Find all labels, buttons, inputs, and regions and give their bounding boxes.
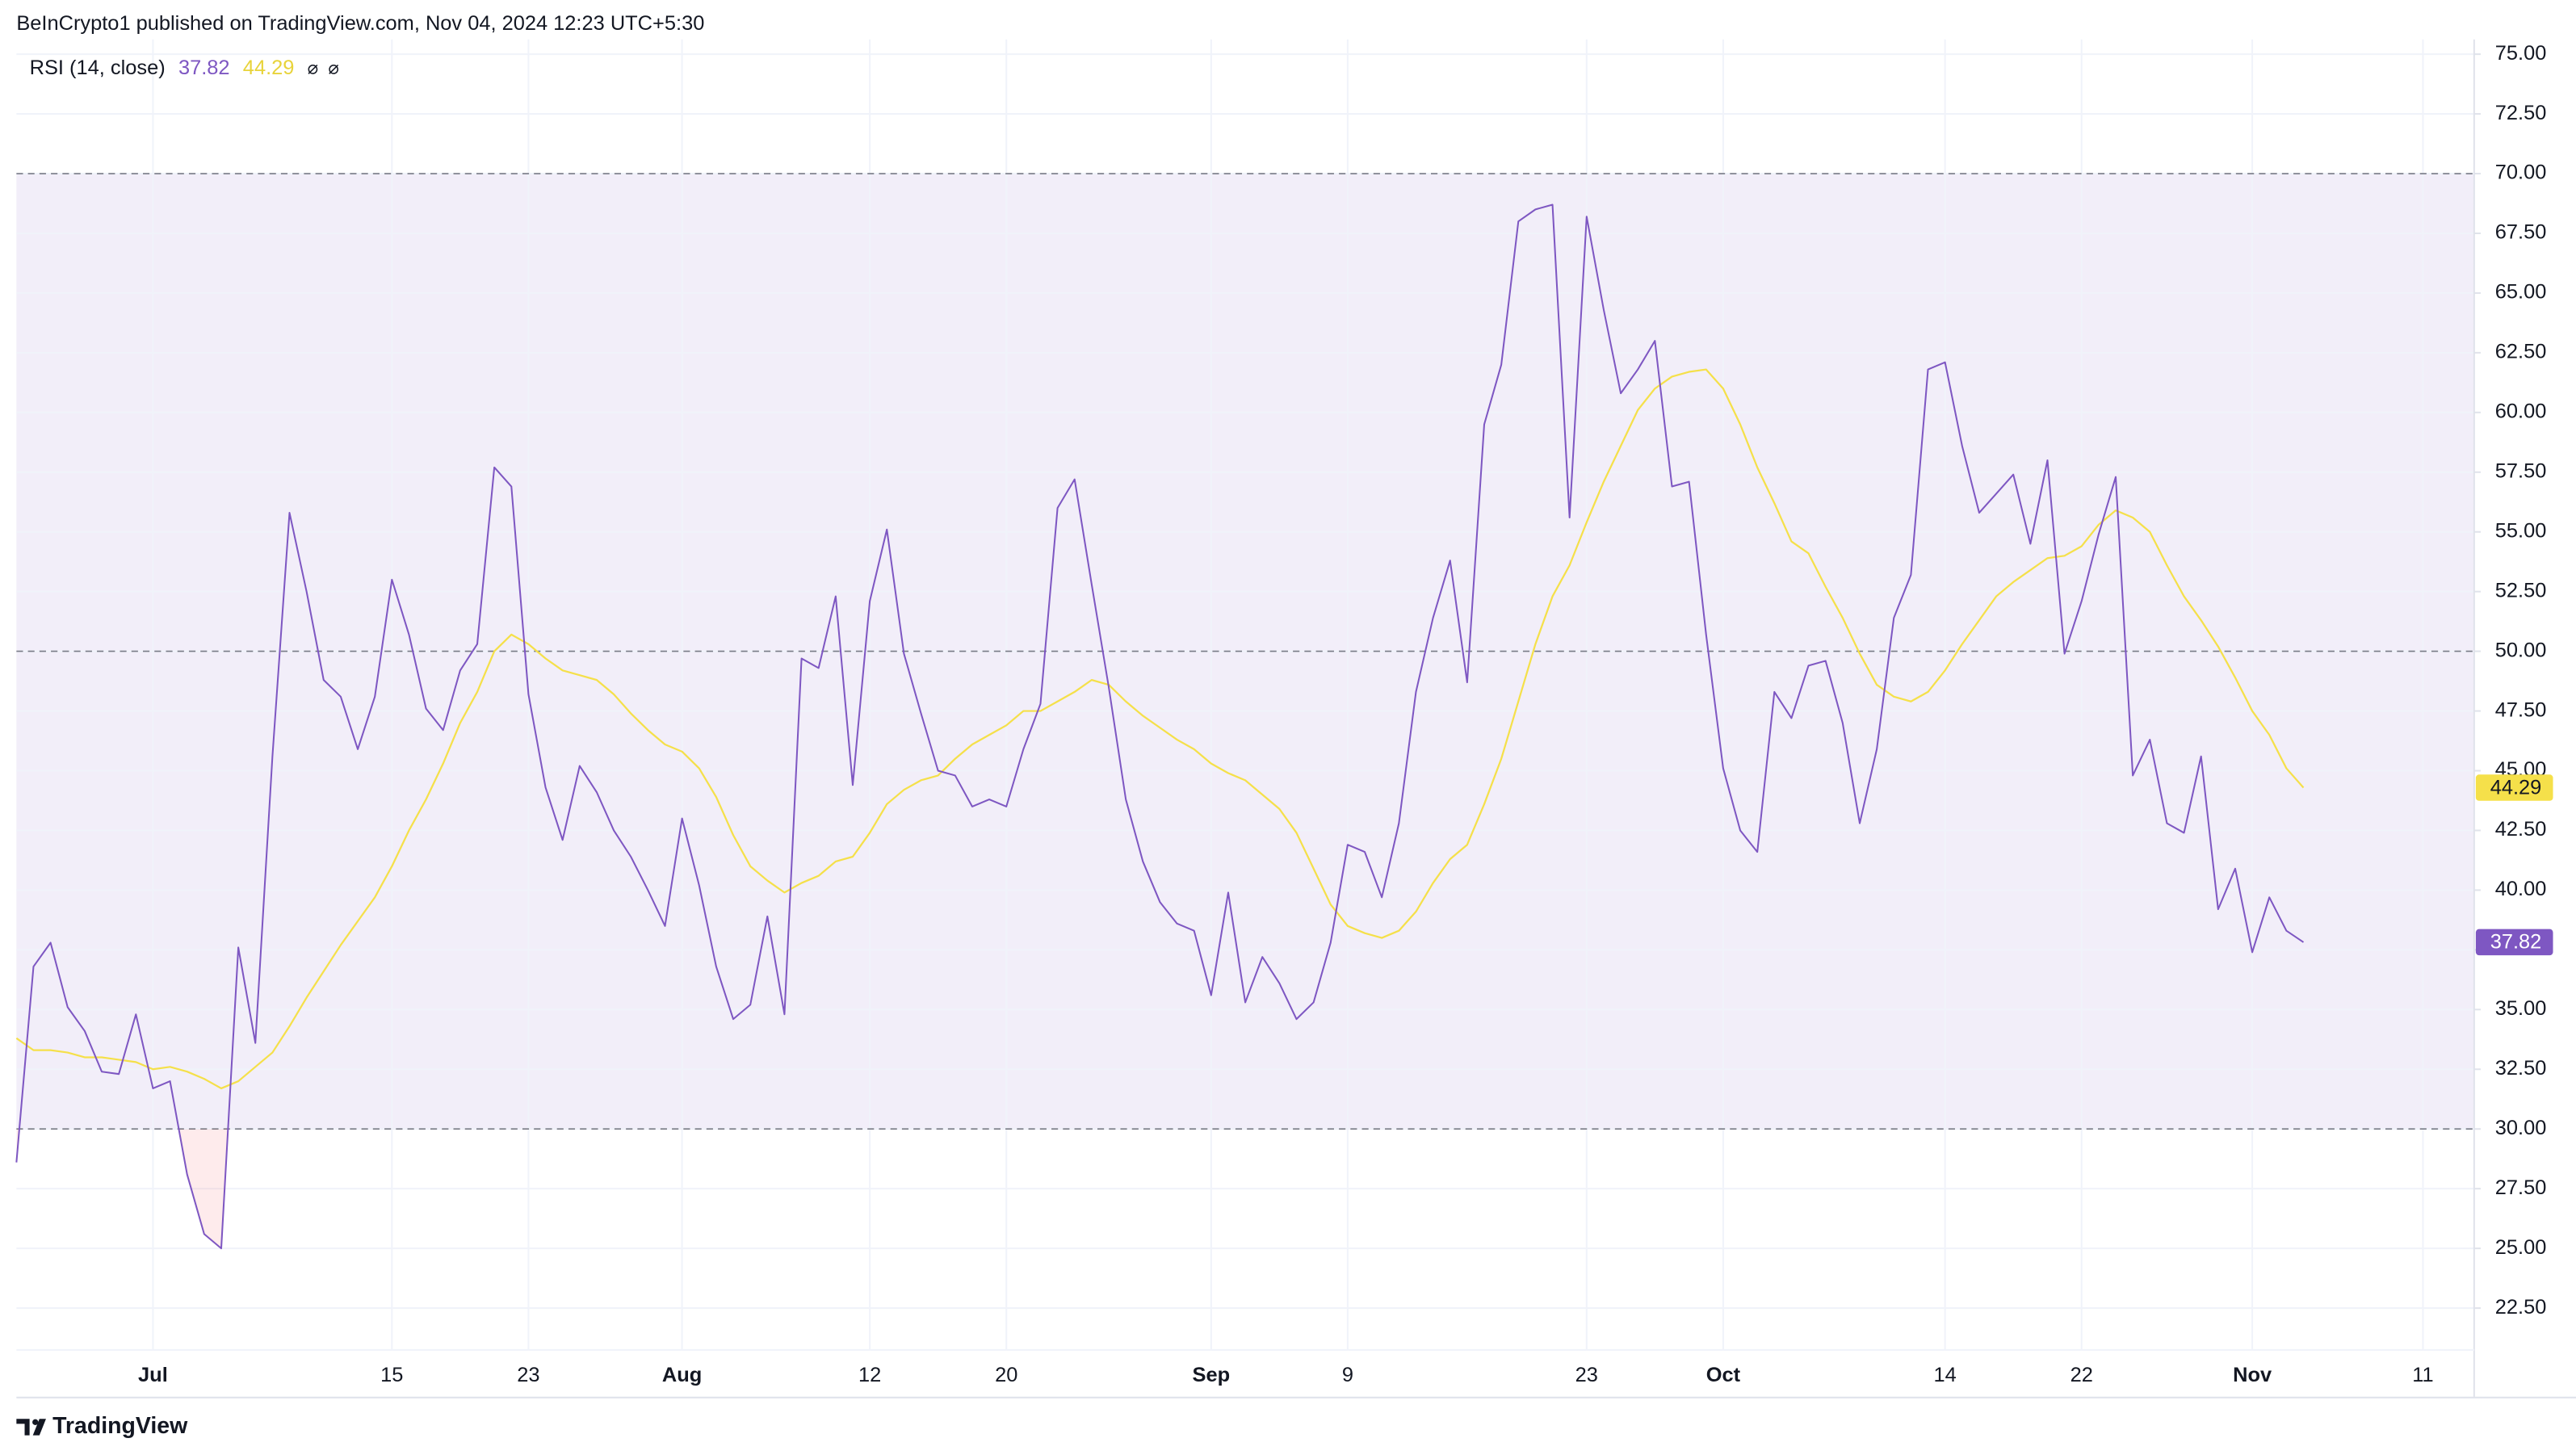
- y-tick-label: 25.00: [2495, 1236, 2547, 1259]
- y-tick-label: 50.00: [2495, 639, 2547, 661]
- y-tick-label: 32.50: [2495, 1057, 2547, 1080]
- y-tick-label: 30.00: [2495, 1117, 2547, 1139]
- price-tag: [2475, 774, 2553, 801]
- y-tick-label: 35.00: [2495, 997, 2547, 1020]
- y-tick-label: 55.00: [2495, 519, 2547, 542]
- price-tag: [2475, 929, 2553, 956]
- y-tick-label: 70.00: [2495, 161, 2547, 184]
- legend-value: 37.82: [178, 57, 230, 79]
- y-tick-label: 65.00: [2495, 281, 2547, 304]
- y-tick-label: 67.50: [2495, 221, 2547, 244]
- x-tick-label: 23: [517, 1364, 539, 1386]
- legend-value: 44.29: [243, 57, 295, 79]
- x-tick-label: Aug: [662, 1364, 702, 1386]
- y-tick-label: 72.50: [2495, 102, 2547, 124]
- x-tick-label: Sep: [1193, 1364, 1231, 1386]
- x-tick-label: 11: [2412, 1364, 2433, 1386]
- y-tick-label: 62.50: [2495, 341, 2547, 363]
- y-tick-label: 22.50: [2495, 1296, 2547, 1319]
- y-tick-label: 60.00: [2495, 400, 2547, 423]
- price-tag-label: 37.82: [2490, 931, 2542, 954]
- x-tick-label: 9: [1342, 1364, 1353, 1386]
- plot: [15, 173, 2474, 1250]
- x-tick-label: 12: [858, 1364, 881, 1386]
- x-tick-label: Jul: [138, 1364, 168, 1386]
- price-tag-label: 44.29: [2490, 776, 2542, 799]
- y-tick-label: 40.00: [2495, 878, 2547, 900]
- legend-title: RSI (14, close): [30, 57, 166, 79]
- header: BeInCrypto1 published on TradingView.com…: [16, 12, 704, 35]
- x-tick-label: 22: [2070, 1364, 2093, 1386]
- x-tick-label: 14: [1934, 1364, 1957, 1386]
- y-tick-label: 52.50: [2495, 579, 2547, 602]
- legend-icon[interactable]: ⌀: [308, 57, 318, 78]
- rsi-ma-line: [15, 368, 2305, 1090]
- x-tick-label: 15: [380, 1364, 403, 1386]
- brand: TradingView: [52, 1413, 188, 1439]
- y-tick-label: 27.50: [2495, 1176, 2547, 1199]
- legend-icon[interactable]: ⌀: [328, 57, 338, 78]
- x-tick-label: 23: [1575, 1364, 1598, 1386]
- oversold-fill: [16, 1129, 229, 1249]
- brand-logo: [16, 1419, 46, 1436]
- y-tick-label: 42.50: [2495, 818, 2547, 841]
- y-tick-label: 75.00: [2495, 42, 2547, 65]
- y-tick-label: 47.50: [2495, 698, 2547, 721]
- x-tick-label: Oct: [1706, 1364, 1741, 1386]
- rsi-line: [15, 203, 2305, 1250]
- y-tick-label: 57.50: [2495, 459, 2547, 482]
- x-tick-label: 20: [995, 1364, 1017, 1386]
- x-tick-label: Nov: [2233, 1364, 2272, 1386]
